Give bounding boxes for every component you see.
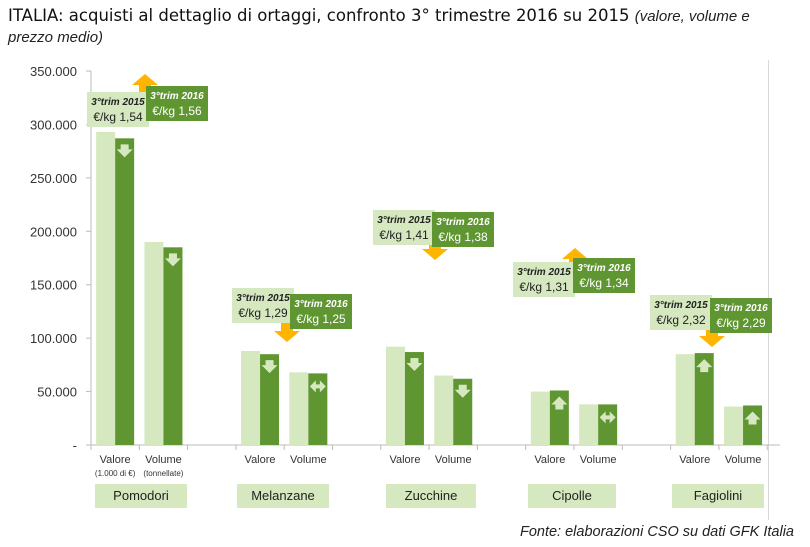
bar-cipolle-volume-2015: [579, 404, 599, 445]
bar-pomodori-valore-2016: [115, 138, 135, 445]
price-box-2015: 3°trim 2015 €/kg 1,41: [373, 210, 435, 245]
price-box-2016: 3°trim 2016 €/kg 1,56: [146, 86, 208, 121]
price-box-2015: 3°trim 2015 €/kg 1,54: [87, 92, 149, 127]
x-label: Volume: [435, 454, 472, 466]
chart-title: ITALIA: acquisti al dettaglio di ortaggi…: [8, 6, 798, 48]
category-label-zucchine: Zucchine: [386, 484, 476, 508]
price-value: €/kg 2,29: [716, 316, 766, 330]
bar-fagiolini-volume-2015: [724, 406, 744, 445]
x-sublabel: (tonnellate): [143, 469, 183, 478]
bar-zucchine-valore-2015: [385, 346, 405, 445]
price-box-2015: 3°trim 2015 €/kg 1,29: [232, 288, 294, 323]
bar-cipolle-valore-2015: [530, 391, 550, 445]
y-tick-label: 300.000: [30, 117, 77, 132]
x-sublabel: (1.000 di €): [95, 469, 136, 478]
x-label: Volume: [580, 454, 617, 466]
price-period-label: 3°trim 2015: [91, 97, 145, 108]
price-period-label: 3°trim 2016: [714, 303, 768, 314]
y-tick-label: 150.000: [30, 278, 77, 293]
price-value: €/kg 1,38: [438, 230, 488, 244]
bar-zucchine-volume-2015: [434, 375, 454, 445]
category-label-pomodori: Pomodori: [95, 484, 187, 508]
title-note: (valore, volume e prezzo medio): [8, 8, 750, 46]
price-period-label: 3°trim 2015: [236, 293, 290, 304]
arrow-down-icon: [164, 253, 181, 267]
x-label: Volume: [290, 454, 327, 466]
y-tick-label: 200.000: [30, 224, 77, 239]
bar-fagiolini-valore-2015: [675, 354, 695, 445]
price-arrow-down-icon: [274, 322, 300, 342]
price-period-label: 3°trim 2015: [517, 267, 571, 278]
bar-zucchine-valore-2016: [404, 352, 424, 445]
bar-pomodori-volume-2016: [163, 247, 183, 445]
x-label: Valore: [389, 454, 420, 466]
arrow-down-icon: [261, 360, 278, 374]
price-period-label: 3°trim 2016: [436, 217, 490, 228]
x-label: Valore: [100, 454, 131, 466]
y-tick-label: 350.000: [30, 64, 77, 79]
y-tick-label: 100.000: [30, 331, 77, 346]
bar-melanzane-volume-2015: [289, 372, 309, 445]
price-box-2016: 3°trim 2016 €/kg 1,38: [432, 212, 494, 247]
arrow-down-icon: [406, 358, 423, 372]
bar-melanzane-valore-2015: [241, 350, 261, 445]
price-value: €/kg 2,32: [656, 313, 706, 327]
x-label: Volume: [725, 454, 762, 466]
category-label-cipolle: Cipolle: [528, 484, 616, 508]
bar-pomodori-valore-2015: [96, 131, 116, 445]
price-value: €/kg 1,34: [579, 276, 629, 290]
price-arrow-down-icon: [699, 327, 725, 347]
arrow-left-right-icon: [309, 380, 326, 393]
category-label-melanzane: Melanzane: [237, 484, 329, 508]
arrow-down-icon: [116, 144, 133, 158]
price-period-label: 3°trim 2016: [577, 263, 631, 274]
arrow-up-icon: [744, 411, 761, 425]
title-main: ITALIA: acquisti al dettaglio di ortaggi…: [8, 6, 630, 25]
y-tick-label: 250.000: [30, 171, 77, 186]
price-value: €/kg 1,29: [238, 306, 288, 320]
arrow-up-icon: [551, 396, 568, 410]
x-label: Volume: [145, 454, 182, 466]
bar-cipolle-volume-2016: [598, 404, 618, 445]
price-box-2016: 3°trim 2016 €/kg 1,25: [290, 294, 352, 329]
price-arrow-up-icon: [132, 74, 158, 95]
price-period-label: 3°trim 2015: [654, 300, 708, 311]
arrow-left-right-icon: [599, 411, 616, 424]
price-box-2015: 3°trim 2015 €/kg 2,32: [650, 295, 712, 330]
price-value: €/kg 1,54: [93, 110, 143, 124]
source-note: Fonte: elaborazioni CSO su dati GFK Ital…: [519, 524, 794, 540]
price-period-label: 3°trim 2015: [377, 215, 431, 226]
price-box-2016: 3°trim 2016 €/kg 1,34: [573, 258, 635, 293]
x-label: Valore: [679, 454, 710, 466]
price-box-2015: 3°trim 2015 €/kg 1,31: [513, 262, 575, 297]
x-label: Valore: [245, 454, 276, 466]
y-tick-label: -: [73, 438, 77, 453]
bar-melanzane-volume-2016: [308, 373, 328, 445]
price-value: €/kg 1,31: [519, 280, 569, 294]
category-label-fagiolini: Fagiolini: [672, 484, 764, 508]
x-label: Valore: [534, 454, 565, 466]
price-value: €/kg 1,56: [152, 104, 202, 118]
bar-melanzane-valore-2016: [260, 354, 280, 445]
arrow-down-icon: [454, 384, 471, 398]
price-value: €/kg 1,25: [296, 312, 346, 326]
arrow-up-icon: [696, 359, 713, 373]
chart-frame: [18, 60, 769, 520]
price-box-2016: 3°trim 2016 €/kg 2,29: [710, 298, 772, 333]
bar-zucchine-volume-2016: [453, 378, 473, 445]
bar-fagiolini-volume-2016: [743, 405, 763, 445]
price-arrow-down-icon: [422, 240, 448, 260]
bar-pomodori-volume-2015: [144, 241, 164, 445]
bar-fagiolini-valore-2016: [694, 353, 714, 445]
price-value: €/kg 1,41: [379, 228, 429, 242]
price-period-label: 3°trim 2016: [150, 91, 204, 102]
y-tick-label: 50.000: [37, 385, 77, 400]
price-period-label: 3°trim 2016: [294, 299, 348, 310]
